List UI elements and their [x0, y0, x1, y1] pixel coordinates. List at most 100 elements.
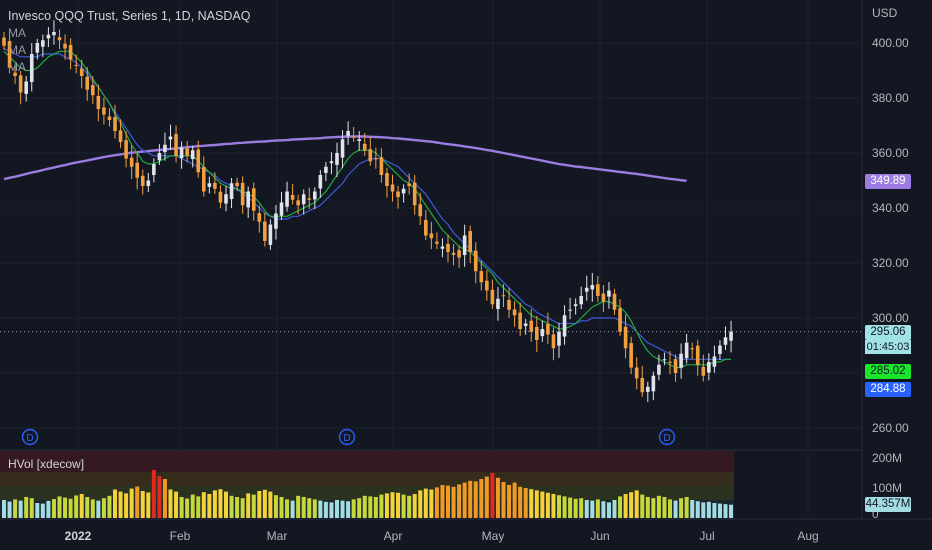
candle-body — [152, 164, 156, 176]
candle-body — [135, 162, 139, 178]
candle-body — [268, 224, 273, 245]
volume-bar — [473, 481, 478, 518]
candle-body — [218, 191, 223, 203]
volume-bar — [318, 500, 323, 518]
price-tick-label: 260.00 — [872, 421, 909, 435]
volume-bar — [501, 482, 506, 518]
bar-countdown: 01:45:03 — [865, 339, 911, 354]
candle-body — [584, 287, 589, 292]
time-tick-label: Feb — [170, 529, 191, 543]
candle-body — [57, 37, 62, 41]
symbol-title[interactable]: Invesco QQQ Trust, Series 1, 1D, NASDAQ — [8, 9, 251, 23]
volume-bar — [118, 491, 123, 518]
volume-bar — [101, 498, 106, 518]
volume-bar — [229, 495, 234, 518]
volume-bar — [329, 502, 334, 518]
chart-legend: Invesco QQQ Trust, Series 1, 1D, NASDAQ … — [8, 8, 250, 76]
volume-tick-label: 200M — [872, 451, 902, 465]
volume-bar — [656, 495, 661, 518]
candle-body — [124, 140, 128, 159]
candle-body — [501, 295, 506, 297]
candle-body — [418, 204, 423, 217]
candle-body — [63, 43, 67, 49]
candle-body — [157, 153, 162, 161]
volume-bar — [135, 486, 140, 518]
candle-body — [29, 54, 34, 83]
candle-body — [74, 64, 78, 66]
candle-body — [174, 134, 178, 156]
volume-bar — [584, 500, 589, 518]
candle-body — [490, 289, 495, 305]
volume-bar — [151, 470, 156, 518]
candle-body — [7, 41, 12, 68]
ma-indicator-label[interactable]: MA — [8, 43, 26, 57]
volume-bar — [495, 477, 500, 518]
candle-body — [168, 136, 173, 140]
volume-bar — [568, 497, 573, 518]
volume-bar — [717, 503, 722, 518]
candle-body — [207, 183, 212, 187]
price-tick-label: 300.00 — [872, 311, 909, 325]
candle-body — [68, 44, 73, 60]
candle-body — [518, 312, 522, 329]
candle-body — [318, 175, 323, 189]
candle-body — [596, 284, 600, 296]
volume-bar — [595, 499, 600, 518]
candle-body — [79, 68, 84, 76]
candle-body — [529, 320, 534, 332]
candle-body — [335, 153, 339, 165]
candle-body — [368, 149, 373, 162]
candle-body — [479, 271, 484, 283]
volume-bar — [612, 500, 617, 518]
candle-body — [496, 298, 500, 309]
volume-bar — [179, 497, 184, 518]
candle-body — [535, 327, 539, 340]
candle-body — [163, 144, 167, 153]
candle-body — [96, 95, 101, 109]
candle-body — [340, 139, 345, 158]
volume-bar — [390, 492, 395, 518]
candle-body — [462, 235, 467, 256]
dividend-letter: D — [343, 433, 350, 444]
candle-body — [590, 285, 595, 290]
volume-bar — [673, 500, 678, 518]
time-tick-label: May — [482, 529, 505, 543]
volume-bar — [651, 498, 656, 518]
volume-bar — [257, 491, 262, 518]
volume-bar — [540, 491, 545, 518]
candle-body — [412, 182, 417, 206]
candle-body — [435, 241, 439, 244]
volume-bar — [545, 492, 550, 518]
time-tick-label: Aug — [797, 529, 818, 543]
candle-body — [457, 250, 461, 258]
volume-indicator-label[interactable]: HVol [xdecow] — [8, 457, 85, 471]
candle-body — [657, 364, 661, 375]
volume-bar — [640, 494, 645, 518]
candle-body — [551, 334, 556, 349]
volume-bar — [268, 491, 273, 518]
ma-indicator-label[interactable]: MA — [8, 26, 26, 40]
volume-bar — [13, 499, 18, 518]
volume-bar — [523, 488, 528, 518]
candle-body — [213, 182, 217, 189]
dividend-marker — [658, 428, 676, 446]
ma-indicator-label[interactable]: MA — [8, 60, 26, 74]
candle-body — [2, 37, 6, 46]
candle-body — [290, 194, 295, 200]
candle-body — [662, 359, 667, 361]
volume-bar — [695, 501, 700, 518]
volume-bar — [129, 488, 134, 518]
candle-body — [190, 150, 195, 160]
volume-bar — [63, 497, 68, 518]
candle-body — [473, 250, 478, 272]
time-tick-label: Mar — [267, 529, 288, 543]
volume-bar — [379, 494, 384, 518]
volume-bar — [162, 479, 167, 518]
volume-bar — [346, 501, 351, 518]
candlestick-series — [2, 20, 733, 403]
volume-band-high — [0, 451, 735, 472]
volume-bar — [357, 498, 362, 518]
volume-bar — [2, 500, 6, 518]
